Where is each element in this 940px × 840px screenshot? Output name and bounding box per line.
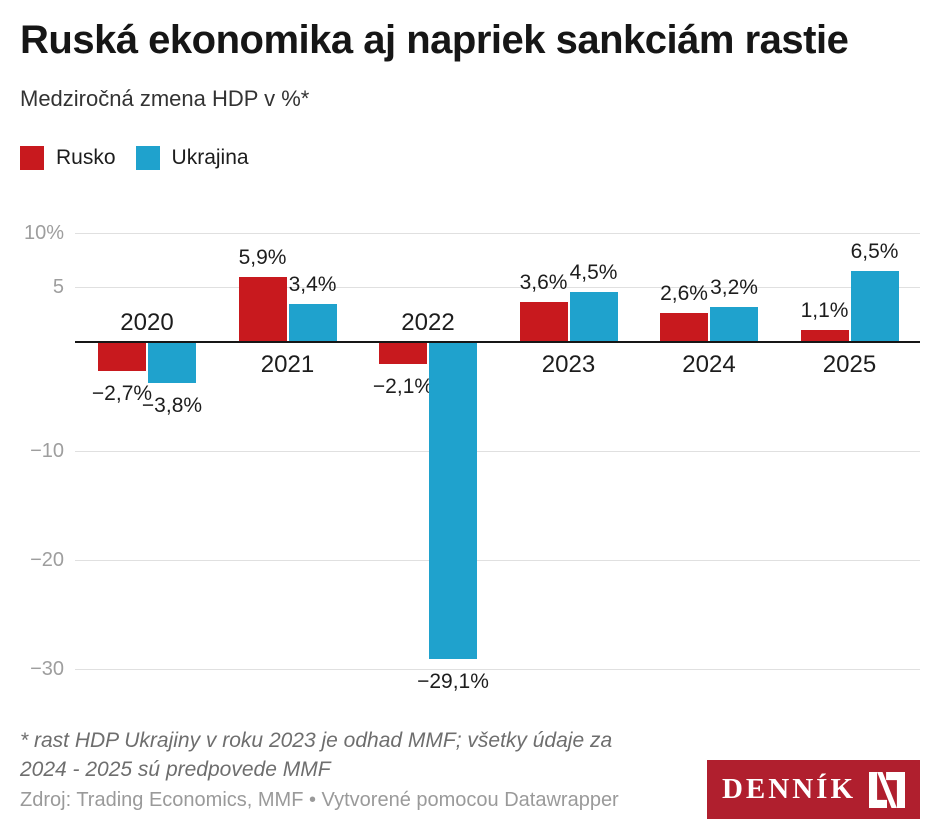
bar-ukrajina-2023 [569, 292, 618, 342]
bar-rusko-2025 [800, 329, 849, 342]
footnote: * rast HDP Ukrajiny v roku 2023 je odhad… [20, 726, 612, 784]
gridline [75, 559, 920, 561]
x-axis-year-label-2024: 2024 [682, 351, 736, 378]
footnote-line-1: * rast HDP Ukrajiny v roku 2023 je odhad… [20, 729, 613, 752]
y-axis-tick-label: −10 [30, 439, 64, 462]
dennik-n-icon [869, 771, 905, 808]
y-axis-tick-label: 5 [52, 276, 64, 298]
y-axis-tick-label: −30 [30, 657, 64, 680]
legend-label-rusko: Rusko [56, 146, 116, 169]
bar-rusko-2024 [660, 313, 708, 342]
ukrajina-color-swatch [135, 146, 160, 170]
x-axis-year-label-2025: 2025 [822, 351, 877, 378]
chart-subtitle: Medziročná zmena HDP v %* [20, 86, 310, 111]
rusko-color-swatch [20, 146, 44, 170]
legend-item-ukrajina: Ukrajina [135, 146, 249, 170]
x-axis-year-label-2020: 2020 [120, 309, 174, 336]
bar-rusko-2021 [238, 277, 287, 342]
bar-ukrajina-2021 [288, 304, 337, 342]
gridline [75, 287, 920, 288]
bar-ukrajina-2020 [148, 341, 196, 383]
logo-wordmark: DENNÍK [721, 773, 856, 805]
value-label-ukrajina-2022: −29,1% [417, 669, 489, 693]
bar-rusko-2023 [519, 302, 568, 342]
dennik-n-logo: DENNÍK [707, 760, 920, 819]
bar-ukrajina-2025 [850, 270, 899, 342]
bar-ukrajina-2024 [710, 306, 758, 342]
legend-item-rusko: Rusko [20, 146, 116, 170]
value-label-rusko-2022: −2,1% [372, 375, 434, 399]
bar-rusko-2020 [98, 341, 146, 371]
x-axis-year-label-2022: 2022 [401, 309, 455, 336]
value-label-ukrajina-2020: −3,8% [141, 393, 203, 417]
x-axis-baseline [75, 340, 920, 343]
value-label-ukrajina-2025: 6,5% [850, 239, 899, 263]
y-axis-tick-label: 10% [23, 221, 64, 244]
value-label-ukrajina-2021: 3,4% [288, 273, 337, 297]
chart-title: Ruská ekonomika aj napriek sankciám rast… [20, 18, 849, 62]
value-label-rusko-2021: 5,9% [238, 246, 287, 270]
value-label-ukrajina-2023: 4,5% [569, 261, 618, 285]
value-label-rusko-2024: 2,6% [660, 282, 708, 306]
value-label-ukrajina-2024: 3,2% [710, 275, 758, 299]
legend: Rusko Ukrajina [20, 146, 249, 170]
value-label-rusko-2025: 1,1% [800, 298, 849, 322]
value-label-rusko-2023: 3,6% [519, 271, 568, 295]
footnote-line-2: 2024 - 2025 sú predpovede MMF [20, 758, 331, 781]
bar-ukrajina-2022 [429, 341, 477, 659]
gridline [75, 232, 920, 234]
x-axis-year-label-2023: 2023 [541, 351, 596, 378]
bar-rusko-2022 [379, 341, 427, 365]
gridline [75, 450, 920, 452]
value-label-rusko-2020: −2,7% [91, 381, 153, 405]
legend-label-ukrajina: Ukrajina [171, 146, 249, 169]
y-axis-tick-label: −20 [30, 548, 64, 571]
gridline [75, 668, 920, 670]
source-attribution: Zdroj: Trading Economics, MMF • Vytvoren… [20, 789, 619, 811]
x-axis-year-label-2021: 2021 [260, 351, 315, 378]
